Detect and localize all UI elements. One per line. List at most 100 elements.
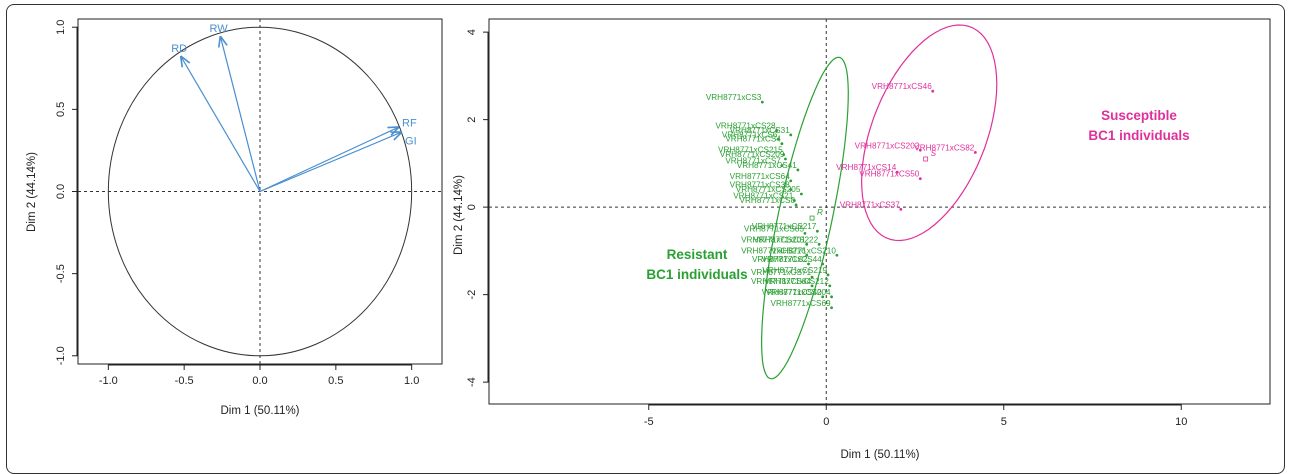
- variables-x-axis: -1.0 -0.5 0.0 0.5 1.0: [99, 364, 419, 387]
- individuals-zero-lines: [489, 19, 1270, 404]
- point-vrh8771xcs222: [817, 242, 821, 246]
- y-tick-label: 0.0: [55, 184, 67, 199]
- x-tick-label: 0.5: [328, 375, 343, 387]
- point-label-vrh8771xcs212: VRH8771xCS212: [764, 277, 829, 286]
- resistant-group-label-line2: BC1 individuals: [646, 267, 747, 282]
- point-vrh8771xcs31: [789, 133, 793, 137]
- y-tick-label: -1.0: [55, 346, 67, 365]
- point-vrh8771xcs38: [789, 188, 793, 192]
- point-label-vrh8771xcs37: VRH8771xCS37: [840, 200, 901, 209]
- confidence-ellipses: [760, 24, 998, 380]
- y-tick-label: -0.5: [55, 264, 67, 283]
- point-vrh8771xcs46: [931, 89, 935, 93]
- point-vrh8771xcs85: [803, 231, 807, 235]
- y-tick-label: 0.5: [55, 102, 67, 117]
- point-label-vrh8771xcs215: VRH8771xCS215: [718, 146, 783, 155]
- x-tick-label: 1.0: [404, 375, 419, 387]
- point-vrh8771xcs50: [918, 177, 922, 181]
- x-tick-label: -1.0: [99, 375, 118, 387]
- susceptible-centroid-marker: [923, 156, 929, 162]
- individuals-panel: VRH8771xCS3VRH8771xCS28VRH8771xCS31VRH87…: [453, 18, 1271, 461]
- point-label-vrh8771xcs85: VRH8771xCS85: [744, 224, 805, 233]
- vector-label-rw: RW: [209, 23, 228, 35]
- point-label-vrh8771xcs217: VRH8771xCS217: [752, 222, 817, 231]
- individual-points: VRH8771xCS3VRH8771xCS28VRH8771xCS31VRH87…: [706, 82, 977, 310]
- vector-label-gi: GI: [405, 135, 417, 147]
- point-label-vrh8771xcs84: VRH8771xCS84: [751, 277, 812, 286]
- point-vrh8771xcs44: [821, 262, 825, 266]
- point-label-vrh8771xcs4: VRH8771xCS4: [725, 135, 781, 144]
- resistant-centroid-label: R: [817, 208, 823, 217]
- point-vrh8771xcs205: [800, 192, 803, 196]
- vector-rw: [221, 37, 261, 192]
- point-label-vrh8771xcs6: VRH8771xCS6: [722, 130, 778, 139]
- vector-rf: [259, 127, 398, 193]
- y-tick-label: -4: [466, 377, 478, 387]
- point-label-vrh8771xcs71: VRH8771xCS71: [751, 268, 812, 277]
- point-vrh8771xcs37: [899, 207, 903, 211]
- susceptible-centroid-label: S: [931, 149, 937, 158]
- point-label-vrh8771xcs31: VRH8771xCS31: [730, 126, 791, 135]
- point-vrh8771xcs215: [782, 153, 786, 157]
- individuals-y-axis-label: Dim 2 (44.14%): [453, 175, 465, 255]
- point-label-vrh8771xcs38: VRH8771xCS38: [730, 181, 791, 190]
- point-label-vrh8771xcs82: VRH8771xCS82: [914, 143, 975, 152]
- point-label-vrh8771xcs21: VRH8771xCS21: [733, 192, 794, 201]
- x-tick-label: -0.5: [175, 375, 194, 387]
- point-vrh8771xcs210: [835, 253, 839, 257]
- point-vrh8771xcs6: [776, 137, 780, 141]
- resistant-group-label-line1: Resistant: [667, 247, 728, 262]
- point-label-vrh8771xcs28: VRH8771xCS28: [715, 122, 776, 131]
- figure-frame: [6, 4, 1285, 474]
- point-label-vrh8771xcs219: VRH8771xCS219: [762, 266, 827, 275]
- unit-circle: [107, 26, 413, 357]
- y-tick-label: 2: [466, 117, 478, 123]
- point-vrh8771xcs212: [828, 284, 832, 288]
- point-vrh8771xcs84: [810, 284, 814, 288]
- susceptible-ellipse: [860, 24, 998, 242]
- point-label-vrh8771xcs8: VRH8771xCS8: [740, 196, 796, 205]
- y-tick-label: 4: [466, 29, 478, 35]
- x-tick-label: 0.0: [252, 375, 267, 387]
- x-tick-label: 0: [823, 416, 829, 428]
- x-tick-label: -5: [644, 416, 654, 428]
- point-label-vrh8771xcs210: VRH8771xCS210: [771, 246, 836, 255]
- point-vrh8771xcs201: [805, 242, 809, 246]
- point-vrh8771xcs69: [830, 306, 833, 310]
- point-vrh8771xcs219: [826, 273, 830, 277]
- point-vrh8771xcs41: [796, 168, 800, 172]
- point-vrh8771xcs64: [789, 179, 793, 183]
- point-label-vrh8771xcs209: VRH8771xCS209: [720, 150, 785, 159]
- point-label-vrh8771xcs7: VRH8771xCS7: [725, 157, 781, 166]
- correlation-circle: [107, 26, 413, 357]
- point-label-vrh8771xcs216: VRH8771xCS216: [741, 246, 806, 255]
- susceptible-group-label-line1: Susceptible: [1101, 108, 1177, 123]
- point-label-vrh8771xcs14: VRH8771xCS14: [836, 163, 897, 172]
- vector-label-rf: RF: [402, 117, 417, 129]
- y-tick-label: 0: [466, 204, 478, 210]
- point-vrh8771xcs8: [794, 203, 798, 207]
- variables-panel: RD RW RF GI -1.0 -0.5 0.0 0.5 1.0 -1.0 -0.5 0.0 0.…: [26, 18, 443, 417]
- point-vrh8771xcs2: [807, 262, 810, 266]
- point-vrh8771xcs28: [775, 129, 778, 132]
- point-vrh8771xcs21: [792, 199, 796, 202]
- point-vrh8771xcs3: [760, 100, 764, 104]
- point-label-vrh8771xcs64: VRH8771xCS64: [730, 172, 791, 181]
- individuals-x-axis-label: Dim 1 (50.11%): [840, 449, 919, 461]
- variables-y-axis: -1.0 -0.5 0.0 0.5 1.0: [55, 20, 78, 365]
- variables-x-axis-label: Dim 1 (50.11%): [220, 405, 299, 417]
- y-tick-label: -2: [466, 290, 478, 300]
- point-label-vrh8771xcs40: VRH8771xCS40: [762, 288, 823, 297]
- point-vrh8771xcs4: [780, 142, 784, 146]
- point-vrh8771xcs209: [784, 157, 787, 161]
- point-label-vrh8771xcs205: VRH8771xCS205: [736, 185, 801, 194]
- variables-y-axis-label: Dim 2 (44.14%): [26, 152, 38, 232]
- susceptible-group-label-line2: BC1 individuals: [1088, 128, 1189, 143]
- x-tick-label: 10: [1175, 416, 1187, 428]
- point-vrh8771xcs71: [810, 275, 814, 279]
- point-label-vrh8771xcs50: VRH8771xCS50: [859, 170, 920, 179]
- individuals-x-axis: -5 0 5 10: [644, 404, 1187, 428]
- point-vrh8771xcs217: [815, 229, 819, 233]
- vector-rd: [181, 57, 261, 192]
- pca-figure: RD RW RF GI -1.0 -0.5 0.0 0.5 1.0 -1.0 -0.5 0.0 0.…: [26, 18, 1271, 461]
